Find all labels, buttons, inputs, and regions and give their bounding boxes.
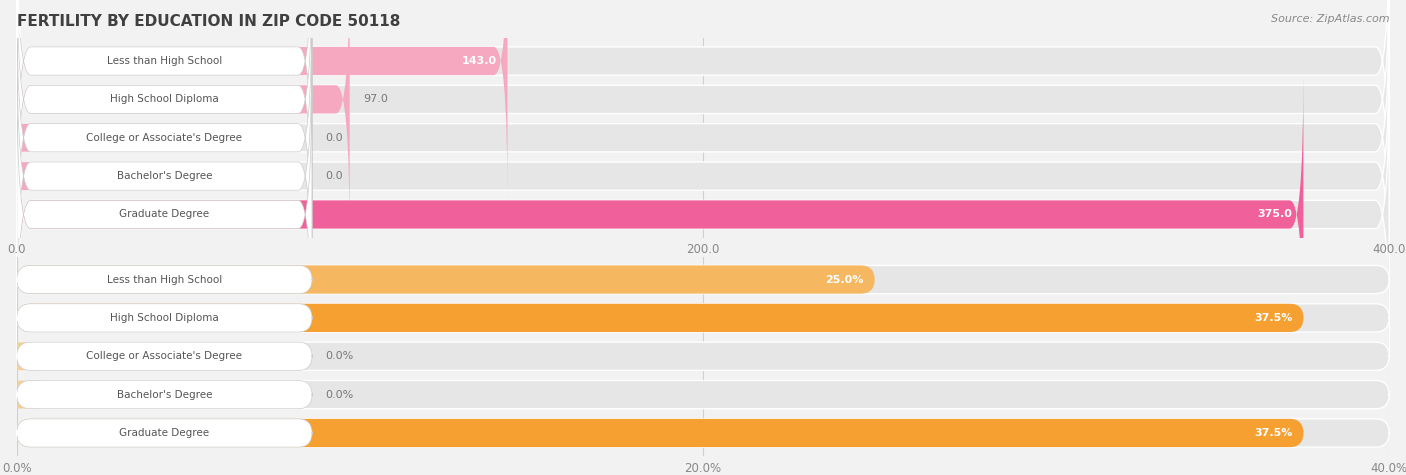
FancyBboxPatch shape [17, 0, 508, 200]
FancyBboxPatch shape [17, 75, 1389, 354]
FancyBboxPatch shape [17, 419, 312, 447]
FancyBboxPatch shape [17, 75, 1303, 354]
FancyBboxPatch shape [17, 342, 312, 370]
Text: Bachelor's Degree: Bachelor's Degree [117, 171, 212, 181]
FancyBboxPatch shape [17, 266, 875, 294]
FancyBboxPatch shape [17, 162, 42, 190]
Text: 0.0: 0.0 [326, 133, 343, 143]
FancyBboxPatch shape [17, 0, 312, 277]
Text: High School Diploma: High School Diploma [110, 313, 219, 323]
FancyBboxPatch shape [17, 0, 312, 200]
FancyBboxPatch shape [17, 380, 1389, 408]
Text: College or Associate's Degree: College or Associate's Degree [86, 133, 242, 143]
Text: 97.0: 97.0 [363, 95, 388, 104]
FancyBboxPatch shape [17, 419, 1389, 447]
Text: High School Diploma: High School Diploma [110, 95, 219, 104]
Text: Less than High School: Less than High School [107, 56, 222, 66]
FancyBboxPatch shape [17, 266, 1389, 294]
Text: 0.0: 0.0 [326, 171, 343, 181]
FancyBboxPatch shape [17, 37, 1389, 315]
Text: 0.0%: 0.0% [326, 351, 354, 361]
Text: FERTILITY BY EDUCATION IN ZIP CODE 50118: FERTILITY BY EDUCATION IN ZIP CODE 50118 [17, 14, 401, 29]
Text: Bachelor's Degree: Bachelor's Degree [117, 390, 212, 399]
Text: Graduate Degree: Graduate Degree [120, 209, 209, 219]
Text: Graduate Degree: Graduate Degree [120, 428, 209, 438]
Text: 375.0: 375.0 [1257, 209, 1292, 219]
FancyBboxPatch shape [17, 124, 42, 152]
Text: 143.0: 143.0 [461, 56, 496, 66]
FancyBboxPatch shape [17, 37, 312, 315]
FancyBboxPatch shape [17, 304, 1389, 332]
FancyBboxPatch shape [17, 266, 312, 294]
FancyBboxPatch shape [17, 381, 42, 408]
Text: 25.0%: 25.0% [825, 275, 863, 285]
FancyBboxPatch shape [17, 0, 1389, 277]
Text: 37.5%: 37.5% [1254, 313, 1292, 323]
FancyBboxPatch shape [17, 342, 42, 370]
Text: Source: ZipAtlas.com: Source: ZipAtlas.com [1271, 14, 1389, 24]
FancyBboxPatch shape [17, 75, 312, 354]
Text: 37.5%: 37.5% [1254, 428, 1292, 438]
FancyBboxPatch shape [17, 0, 1389, 200]
Text: Less than High School: Less than High School [107, 275, 222, 285]
FancyBboxPatch shape [17, 304, 1303, 332]
FancyBboxPatch shape [17, 380, 312, 408]
FancyBboxPatch shape [17, 0, 350, 239]
Text: College or Associate's Degree: College or Associate's Degree [86, 351, 242, 361]
FancyBboxPatch shape [17, 304, 312, 332]
FancyBboxPatch shape [17, 342, 1389, 370]
FancyBboxPatch shape [17, 0, 1389, 239]
FancyBboxPatch shape [17, 419, 1303, 447]
FancyBboxPatch shape [17, 0, 312, 239]
Text: 0.0%: 0.0% [326, 390, 354, 399]
